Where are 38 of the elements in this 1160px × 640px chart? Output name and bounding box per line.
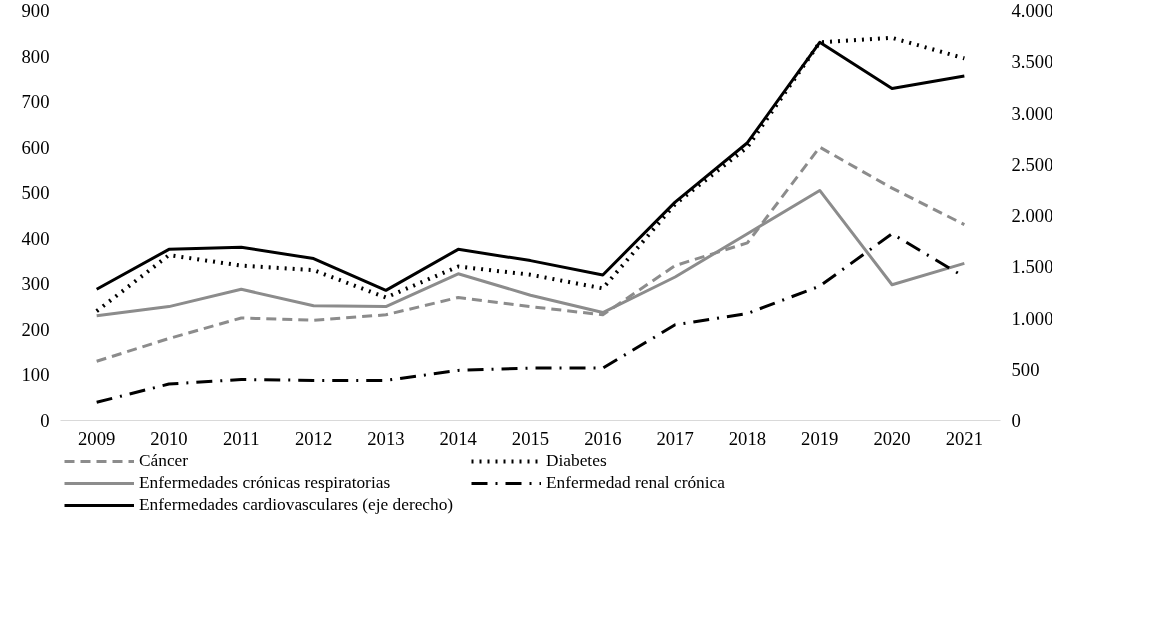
y2-tick-label: 0 (1011, 410, 1021, 431)
x-tick-label: 2010 (150, 427, 188, 449)
x-tick-label: 2009 (78, 427, 116, 449)
y2-tick-label: 1.500 (1011, 256, 1054, 278)
x-tick-label: 2018 (728, 427, 767, 449)
y-tick-label: 500 (21, 182, 50, 204)
y-tick-label: 400 (21, 227, 50, 249)
y-tick-label: 300 (21, 273, 50, 295)
line-series (95, 145, 966, 363)
x-tick-label: 2011 (222, 427, 260, 449)
x-tick-label: 2015 (511, 427, 550, 449)
y-tick-label: 100 (21, 364, 50, 386)
y-tick-label: 600 (21, 136, 50, 158)
y-tick-label: 800 (21, 45, 50, 67)
legend-label: Enfermedad renal crónica (546, 473, 726, 493)
y2-tick-label: 1.000 (1011, 307, 1054, 329)
y2-tick-label: 500 (1011, 358, 1040, 380)
x-tick-label: 2014 (439, 427, 478, 449)
x-tick-label: 2020 (873, 427, 911, 449)
x-tick-label: 2016 (584, 427, 622, 449)
legend-label: Enfermedades crónicas respiratorias (139, 473, 392, 493)
y2-tick-label: 4.000 (1011, 0, 1054, 21)
legend-label: Cáncer (139, 451, 190, 471)
legend-label: Enfermedades cardiovasculares (eje derecho) (139, 495, 455, 515)
y2-tick-label: 2.000 (1011, 205, 1054, 226)
x-tick-label: 2019 (801, 427, 839, 449)
y-tick-label: 200 (21, 318, 50, 340)
x-tick-label: 2017 (656, 427, 694, 449)
x-tick-label: 2013 (367, 427, 405, 449)
y2-tick-label: 3.000 (1011, 102, 1054, 124)
legend-label: Diabetes (546, 451, 608, 471)
y2-tick-label: 2.500 (1011, 153, 1054, 175)
x-tick-label: 2012 (294, 427, 333, 449)
x-tick-label: 2021 (945, 427, 983, 449)
y2-tick-label: 3.500 (1011, 51, 1054, 73)
y-tick-label: 700 (21, 91, 50, 113)
y-tick-label: 0 (40, 410, 50, 431)
y-tick-label: 900 (21, 0, 50, 21)
